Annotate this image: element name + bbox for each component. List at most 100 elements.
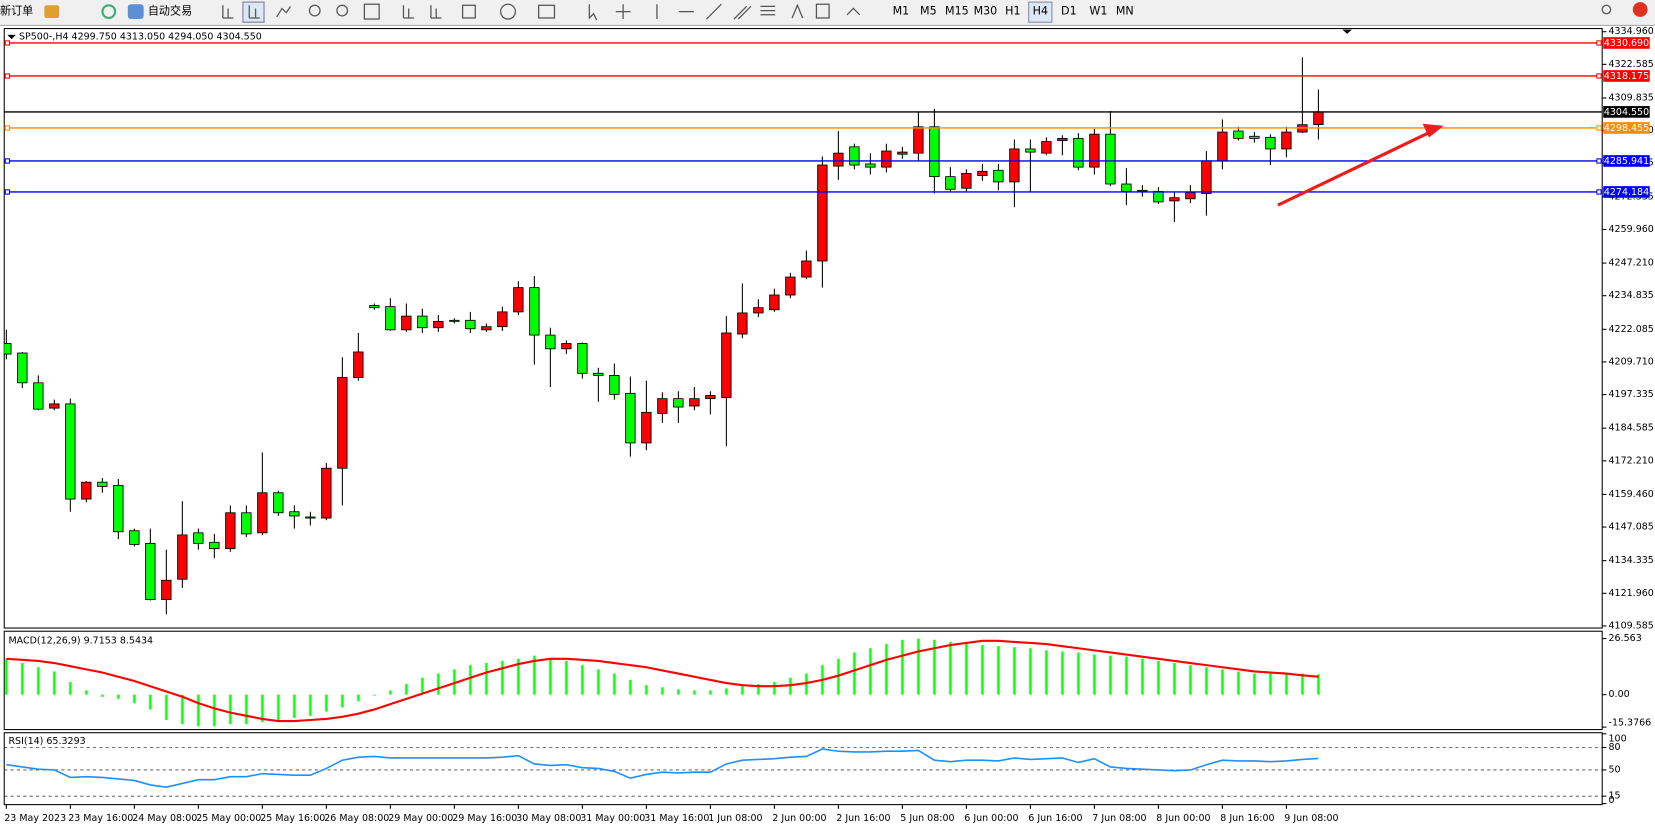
bear-candle-body <box>209 541 220 550</box>
bear-candle-body <box>529 287 540 336</box>
macd-bar <box>565 660 568 695</box>
level-label: 4330.690 <box>1604 38 1649 49</box>
level-handle <box>1596 125 1602 131</box>
text-icon[interactable] <box>791 3 804 19</box>
macd-bar <box>389 690 392 695</box>
new-order-button[interactable]: 新订单 <box>0 4 33 18</box>
y-tick-label: 4184.585 <box>1609 423 1654 434</box>
bull-candle-body <box>497 311 508 328</box>
x-tick-label: 7 Jun 08:00 <box>1092 813 1146 824</box>
bear-candle-body <box>1265 136 1276 150</box>
x-tick-label: 6 Jun 16:00 <box>1028 813 1082 824</box>
timeframe-button[interactable]: D1 <box>1061 5 1077 18</box>
x-tick-label: 23 May 16:00 <box>68 813 133 824</box>
timeframe-button[interactable]: MN <box>1116 5 1134 18</box>
macd-bar <box>1221 669 1224 695</box>
tool-icon[interactable] <box>222 5 234 19</box>
macd-bar <box>149 694 152 710</box>
bull-candle-body <box>641 411 652 444</box>
bull-candle-body <box>177 534 188 580</box>
macd-bar <box>1013 647 1016 695</box>
macd-bar <box>485 663 488 695</box>
tool-icon[interactable] <box>430 5 442 19</box>
macd-bar <box>213 694 216 727</box>
timeframe-active[interactable] <box>1028 1 1053 23</box>
chart-frame <box>3 28 1603 806</box>
notification-badge[interactable] <box>1632 2 1648 17</box>
bear-candle-body <box>929 126 940 178</box>
auto-trade-button[interactable]: 自动交易 <box>148 4 192 18</box>
zoom-out[interactable] <box>336 4 349 17</box>
collapse-arrow[interactable] <box>7 34 16 40</box>
macd-bar <box>901 639 904 695</box>
level-label-bg <box>1603 155 1650 167</box>
shift-marker <box>1342 29 1352 34</box>
tool-icon[interactable] <box>276 5 291 18</box>
fibo-icon[interactable] <box>760 5 776 16</box>
crosshair-icon[interactable] <box>615 4 631 20</box>
bull-candle-body <box>737 312 748 335</box>
timeframe-button[interactable]: M15 <box>945 5 969 18</box>
macd-bar <box>277 694 280 720</box>
rsi-panel-border <box>3 732 1603 806</box>
x-tick-label: 30 May 08:00 <box>516 813 581 824</box>
bear-candle-body <box>1121 183 1132 192</box>
macd-bar <box>533 655 536 695</box>
tool-icon[interactable] <box>248 5 260 19</box>
bull-candle-body <box>913 126 924 154</box>
shape-icon[interactable] <box>846 7 861 16</box>
tile-icon[interactable] <box>363 3 380 20</box>
rsi-name: RSI(14) <box>8 736 43 747</box>
indicator-icon[interactable] <box>461 4 476 19</box>
template-icon[interactable] <box>538 4 556 19</box>
y-tick-label: 4259.960 <box>1609 224 1654 235</box>
period-icon[interactable] <box>499 3 517 20</box>
macd-bar <box>1285 673 1288 695</box>
timeframe-button[interactable]: H4 <box>1033 5 1048 18</box>
level-handle <box>1596 189 1602 195</box>
bull-candle-body <box>257 492 268 534</box>
bull-candle-body <box>1057 137 1068 141</box>
channel-icon[interactable] <box>733 5 752 20</box>
macd-bar <box>1269 673 1272 695</box>
bull-candle-body <box>705 395 716 400</box>
label-icon[interactable] <box>815 3 830 19</box>
timeframe-button[interactable]: M1 <box>893 5 910 18</box>
bear-candle-body <box>65 403 76 500</box>
bear-candle-body <box>289 511 300 517</box>
level-handle <box>1596 40 1602 46</box>
zoom-in[interactable] <box>308 4 321 17</box>
bear-candle-body <box>865 163 876 168</box>
timeframe-button[interactable]: W1 <box>1089 5 1107 18</box>
tool-icon[interactable] <box>402 5 415 19</box>
tool-icon[interactable] <box>44 5 60 18</box>
timeframe-button[interactable]: H1 <box>1005 5 1020 18</box>
timeframe-button[interactable]: M30 <box>974 5 998 18</box>
macd-bar <box>69 682 72 695</box>
macd-bar <box>789 677 792 695</box>
auto-trade-icon[interactable] <box>127 4 144 20</box>
bull-candle-body <box>81 481 92 500</box>
macd-value: MACD(12,26,9) <box>8 635 80 646</box>
macd-bar <box>693 690 696 695</box>
cursor-icon[interactable] <box>588 4 598 21</box>
macd-bar <box>1029 648 1032 695</box>
search-icon[interactable] <box>1601 4 1612 15</box>
tool-icon-active[interactable] <box>242 1 265 23</box>
x-tick-label: 24 May 08:00 <box>132 813 197 824</box>
bull-candle-body <box>225 512 236 550</box>
x-tick-label: 1 Jun 08:00 <box>708 813 762 824</box>
tool-icon[interactable] <box>101 4 117 20</box>
bull-candle-body <box>833 152 844 167</box>
y-tick-label: 80 <box>1609 742 1621 753</box>
trendline-icon[interactable] <box>706 3 722 20</box>
y-tick-label: 4159.460 <box>1609 489 1654 500</box>
x-tick-label: 31 May 16:00 <box>644 813 709 824</box>
macd-bar <box>613 673 616 695</box>
level-label: 4304.550 <box>1604 107 1649 118</box>
timeframe-button[interactable]: M5 <box>920 5 937 18</box>
x-tick-label: 25 May 00:00 <box>196 813 261 824</box>
level-label: 4318.175 <box>1604 71 1649 82</box>
macd-bar <box>773 682 776 695</box>
